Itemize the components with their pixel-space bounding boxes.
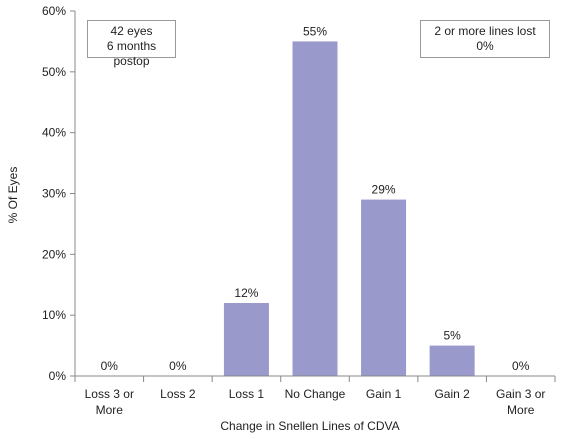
x-tick-label: Loss 2 — [160, 387, 196, 401]
annotation-sample-size: 42 eyes 6 months postop — [87, 20, 176, 68]
x-tick-label: Gain 2 — [434, 387, 470, 401]
bar — [223, 303, 269, 376]
bars: 0% 0% 12% 55% 29% 5% 0% — [101, 24, 530, 377]
x-tick-label: Loss 3 or More — [85, 387, 134, 417]
y-tick-label: 60% — [42, 4, 66, 18]
y-tick-label: 50% — [42, 65, 66, 79]
y-tick-label: 0% — [49, 369, 67, 383]
x-axis: Loss 3 or More Loss 2 Loss 1 No Change Gain 1… — [74, 375, 556, 417]
y-axis: 0% 10% 20% 30% 40% 50% 60% — [42, 4, 76, 383]
y-axis-title: % Of Eyes — [6, 167, 20, 224]
bar — [361, 199, 407, 376]
x-tick-label: Gain 3 or More — [496, 387, 545, 417]
bar — [429, 345, 475, 376]
annotation-lines-lost-line1: 2 or more lines lost — [434, 24, 536, 38]
x-tick-label: Gain 1 — [366, 387, 402, 401]
data-label: 5% — [443, 329, 461, 343]
annotation-sample-line2: 6 months postop — [106, 39, 157, 68]
y-tick-label: 10% — [42, 308, 66, 322]
x-tick-label: Loss 1 — [229, 387, 265, 401]
bar — [292, 41, 338, 377]
annotation-lines-lost-line2: 0% — [476, 39, 494, 53]
data-label: 0% — [169, 359, 187, 373]
data-label: 0% — [101, 359, 119, 373]
y-tick-label: 40% — [42, 126, 66, 140]
data-label: 0% — [512, 359, 530, 373]
x-axis-title: Change in Snellen Lines of CDVA — [220, 419, 399, 433]
y-tick-label: 20% — [42, 247, 66, 261]
data-label: 12% — [234, 286, 258, 300]
data-label: 29% — [372, 183, 396, 197]
data-label: 55% — [303, 24, 327, 38]
annotation-sample-line1: 42 eyes — [110, 24, 153, 38]
annotation-lines-lost: 2 or more lines lost 0% — [420, 20, 550, 58]
y-tick-label: 30% — [42, 187, 66, 201]
x-tick-label: No Change — [285, 387, 346, 401]
